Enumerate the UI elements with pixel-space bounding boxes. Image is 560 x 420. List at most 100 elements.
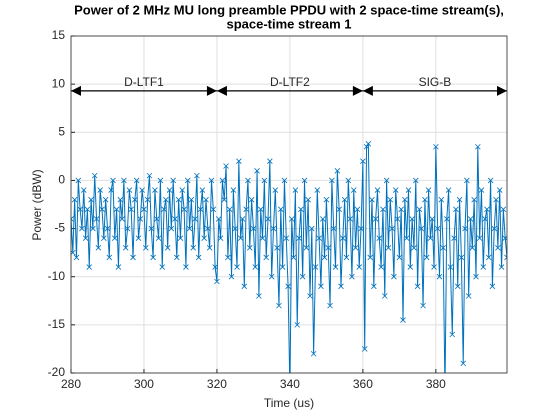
marker xyxy=(102,196,109,203)
marker xyxy=(303,245,310,251)
marker xyxy=(86,264,93,270)
marker xyxy=(310,350,317,357)
marker xyxy=(385,245,392,251)
marker xyxy=(288,216,295,222)
marker xyxy=(296,235,302,241)
x-tick-label: 280 xyxy=(61,377,81,391)
marker xyxy=(84,206,91,213)
marker xyxy=(237,235,244,241)
marker xyxy=(97,187,103,193)
marker xyxy=(484,206,490,213)
marker xyxy=(462,225,468,232)
marker xyxy=(345,177,352,184)
marker xyxy=(203,196,209,203)
marker xyxy=(414,283,421,290)
marker xyxy=(454,283,461,290)
marker xyxy=(489,283,496,290)
marker xyxy=(316,235,322,241)
marker xyxy=(323,196,330,203)
marker xyxy=(186,225,193,232)
marker xyxy=(183,264,189,270)
marker xyxy=(175,196,182,203)
marker xyxy=(334,168,341,174)
arrow-head xyxy=(206,85,217,96)
marker xyxy=(241,283,248,290)
marker xyxy=(99,206,105,213)
marker xyxy=(367,254,373,261)
marker xyxy=(223,163,229,169)
marker xyxy=(205,225,211,232)
marker xyxy=(179,187,186,193)
marker xyxy=(416,206,423,213)
x-tick-label: 380 xyxy=(426,377,446,391)
marker xyxy=(341,196,348,203)
marker xyxy=(95,245,102,251)
marker xyxy=(225,254,231,261)
marker xyxy=(270,225,277,232)
marker xyxy=(469,245,476,251)
marker xyxy=(257,206,264,213)
marker xyxy=(101,235,107,241)
marker xyxy=(132,196,138,203)
annotation-label: SIG-B xyxy=(419,75,452,89)
x-tick-label: 360 xyxy=(353,377,373,391)
marker xyxy=(493,196,499,203)
marker xyxy=(91,172,98,179)
marker xyxy=(394,216,401,222)
marker xyxy=(327,302,333,309)
marker xyxy=(79,225,85,232)
marker xyxy=(365,141,372,147)
marker xyxy=(71,216,74,222)
marker xyxy=(232,225,238,232)
marker xyxy=(309,225,315,232)
marker xyxy=(398,206,404,213)
marker xyxy=(168,225,175,232)
marker xyxy=(305,196,311,203)
marker xyxy=(360,158,366,164)
marker xyxy=(378,264,384,270)
marker xyxy=(137,216,144,222)
marker xyxy=(130,254,136,261)
marker xyxy=(234,264,240,270)
marker xyxy=(476,235,483,241)
marker xyxy=(423,254,430,261)
marker xyxy=(343,254,350,261)
marker xyxy=(199,187,206,193)
marker xyxy=(460,360,467,367)
marker xyxy=(387,196,394,203)
marker xyxy=(482,216,488,222)
marker xyxy=(243,206,249,213)
marker xyxy=(371,283,377,290)
y-tick-label: -20 xyxy=(48,365,66,379)
marker xyxy=(278,206,284,213)
chart-title: Power of 2 MHz MU long preamble PPDU wit… xyxy=(74,2,504,17)
marker xyxy=(236,158,242,164)
marker xyxy=(402,196,408,203)
arrow-head xyxy=(71,85,81,96)
marker xyxy=(75,177,82,184)
marker xyxy=(422,196,428,203)
marker xyxy=(495,245,501,251)
marker xyxy=(431,264,437,270)
y-axis-label: Power (dBW) xyxy=(30,169,44,240)
marker xyxy=(133,177,140,184)
marker xyxy=(141,206,147,213)
marker xyxy=(336,206,342,213)
marker xyxy=(267,158,273,164)
marker xyxy=(108,187,114,193)
marker xyxy=(146,172,153,179)
marker xyxy=(307,293,313,299)
marker xyxy=(329,177,335,184)
marker xyxy=(449,331,456,338)
marker xyxy=(106,254,113,261)
marker xyxy=(215,216,222,222)
marker xyxy=(166,187,173,193)
marker xyxy=(403,235,410,241)
marker xyxy=(110,177,116,184)
marker xyxy=(391,273,397,280)
marker xyxy=(73,254,80,261)
marker xyxy=(374,187,381,193)
marker xyxy=(254,168,260,174)
marker xyxy=(230,187,237,193)
marker xyxy=(438,196,445,203)
